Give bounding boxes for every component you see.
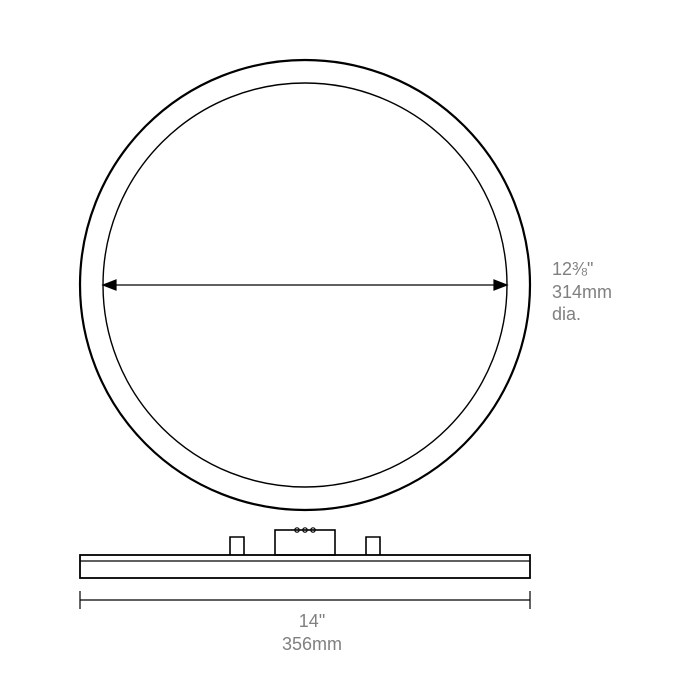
- width-dimension: [80, 591, 530, 609]
- width-imperial: 14": [282, 610, 342, 633]
- inner-diameter-imperial: 12⅜": [552, 258, 612, 281]
- inner-diameter-label: 12⅜" 314mm dia.: [552, 258, 612, 326]
- inner-diameter-suffix: dia.: [552, 303, 612, 326]
- side-view: [80, 528, 530, 578]
- inner-diameter-metric: 314mm: [552, 281, 612, 304]
- drawing-canvas: 12⅜" 314mm dia. 14" 356mm: [0, 0, 700, 700]
- drawing-svg: [0, 0, 700, 700]
- width-metric: 356mm: [282, 633, 342, 656]
- width-label: 14" 356mm: [282, 610, 342, 655]
- top-view: [80, 60, 530, 510]
- inner-diameter-dimension: [103, 280, 507, 290]
